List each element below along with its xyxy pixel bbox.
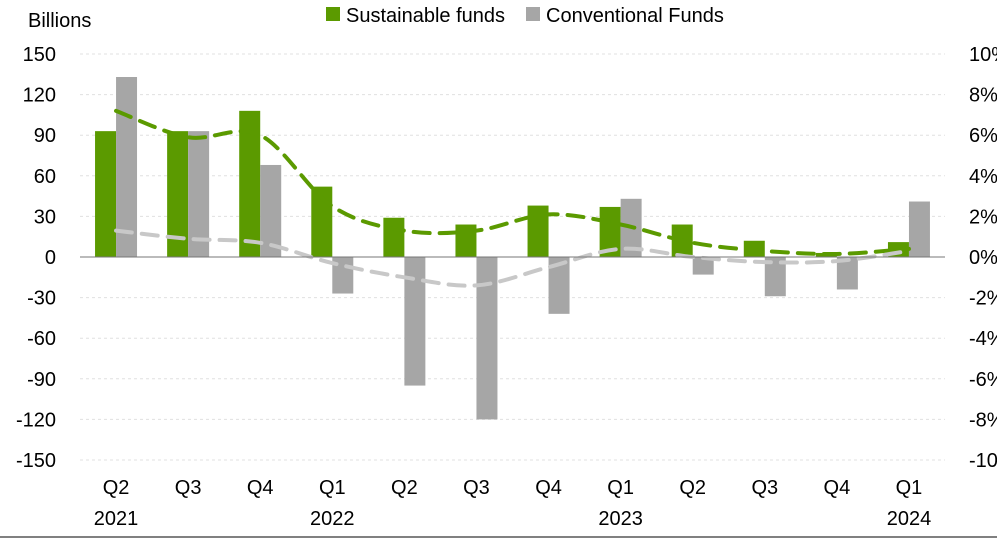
left-tick-label: -60: [27, 328, 56, 350]
x-tick-label: Q4: [824, 477, 851, 499]
legend-swatch-conventional: [526, 7, 540, 21]
x-year-label: 2024: [887, 508, 932, 530]
left-tick-label: 120: [23, 85, 56, 107]
left-axis-ticks: 150 120 90 60 30 0 -30 -60 -90 -120 -150: [16, 44, 56, 472]
bar-conventional: [476, 257, 498, 420]
bar-conventional: [692, 257, 714, 275]
bar-conventional: [764, 257, 786, 297]
right-tick-label: 0%: [969, 247, 997, 269]
x-tick-label: Q2: [679, 477, 706, 499]
line-sustainable: [114, 108, 911, 257]
bar-sustainable: [167, 131, 189, 257]
bar-sustainable: [383, 217, 405, 257]
x-tick-label: Q2: [103, 477, 130, 499]
bars: [95, 77, 930, 420]
bar-conventional: [908, 201, 930, 257]
x-tick-label: Q2: [391, 477, 418, 499]
bar-conventional: [548, 257, 570, 314]
left-tick-label: -90: [27, 369, 56, 391]
bar-conventional: [260, 164, 282, 257]
right-tick-label: 4%: [969, 166, 997, 188]
bar-conventional: [116, 77, 138, 257]
left-tick-label: 150: [23, 44, 56, 66]
right-tick-label: 8%: [969, 85, 997, 107]
legend-swatch-sustainable: [326, 7, 340, 21]
left-tick-label: 0: [45, 247, 56, 269]
right-tick-label: -2%: [969, 288, 997, 310]
right-axis-ticks: 10% 8% 6% 4% 2% 0% -2% -4% -6% -8% -10%: [969, 44, 997, 472]
legend-label-conventional: Conventional Funds: [546, 5, 724, 27]
legend-label-sustainable: Sustainable funds: [346, 5, 505, 27]
right-tick-label: 6%: [969, 125, 997, 147]
bar-conventional: [188, 131, 210, 257]
bar-sustainable: [239, 110, 261, 257]
x-tick-label: Q1: [607, 477, 634, 499]
x-tick-label: Q1: [319, 477, 346, 499]
bar-sustainable: [95, 131, 117, 257]
bar-conventional: [836, 257, 858, 290]
x-tick-label: Q3: [463, 477, 490, 499]
left-tick-label: -30: [27, 288, 56, 310]
right-tick-label: -8%: [969, 409, 997, 431]
x-tick-label: Q3: [751, 477, 778, 499]
left-tick-label: 60: [34, 166, 56, 188]
x-year-label: 2021: [94, 508, 139, 530]
left-tick-label: -150: [16, 450, 56, 472]
x-tick-label: Q3: [175, 477, 202, 499]
right-tick-label: -10%: [969, 450, 997, 472]
right-tick-label: -4%: [969, 328, 997, 350]
dashed-lines: [114, 108, 911, 288]
left-tick-label: 30: [34, 206, 56, 228]
bar-conventional: [404, 257, 426, 386]
left-tick-label: -120: [16, 409, 56, 431]
legend: Sustainable funds Conventional Funds: [326, 5, 724, 27]
left-axis-label: Billions: [28, 10, 91, 32]
x-year-label: 2023: [598, 508, 643, 530]
right-tick-label: 2%: [969, 206, 997, 228]
right-tick-label: -6%: [969, 369, 997, 391]
line-conventional: [114, 228, 911, 288]
left-tick-label: 90: [34, 125, 56, 147]
x-axis-labels: Q2 2021 Q3 Q4 Q1 2022 Q2 Q3 Q4 Q1 2023 Q2 Q3 Q4 Q1 2024: [94, 477, 931, 530]
x-tick-label: Q4: [535, 477, 562, 499]
x-tick-label: Q4: [247, 477, 274, 499]
x-year-label: 2022: [310, 508, 355, 530]
x-tick-label: Q1: [896, 477, 923, 499]
right-tick-label: 10%: [969, 44, 997, 66]
